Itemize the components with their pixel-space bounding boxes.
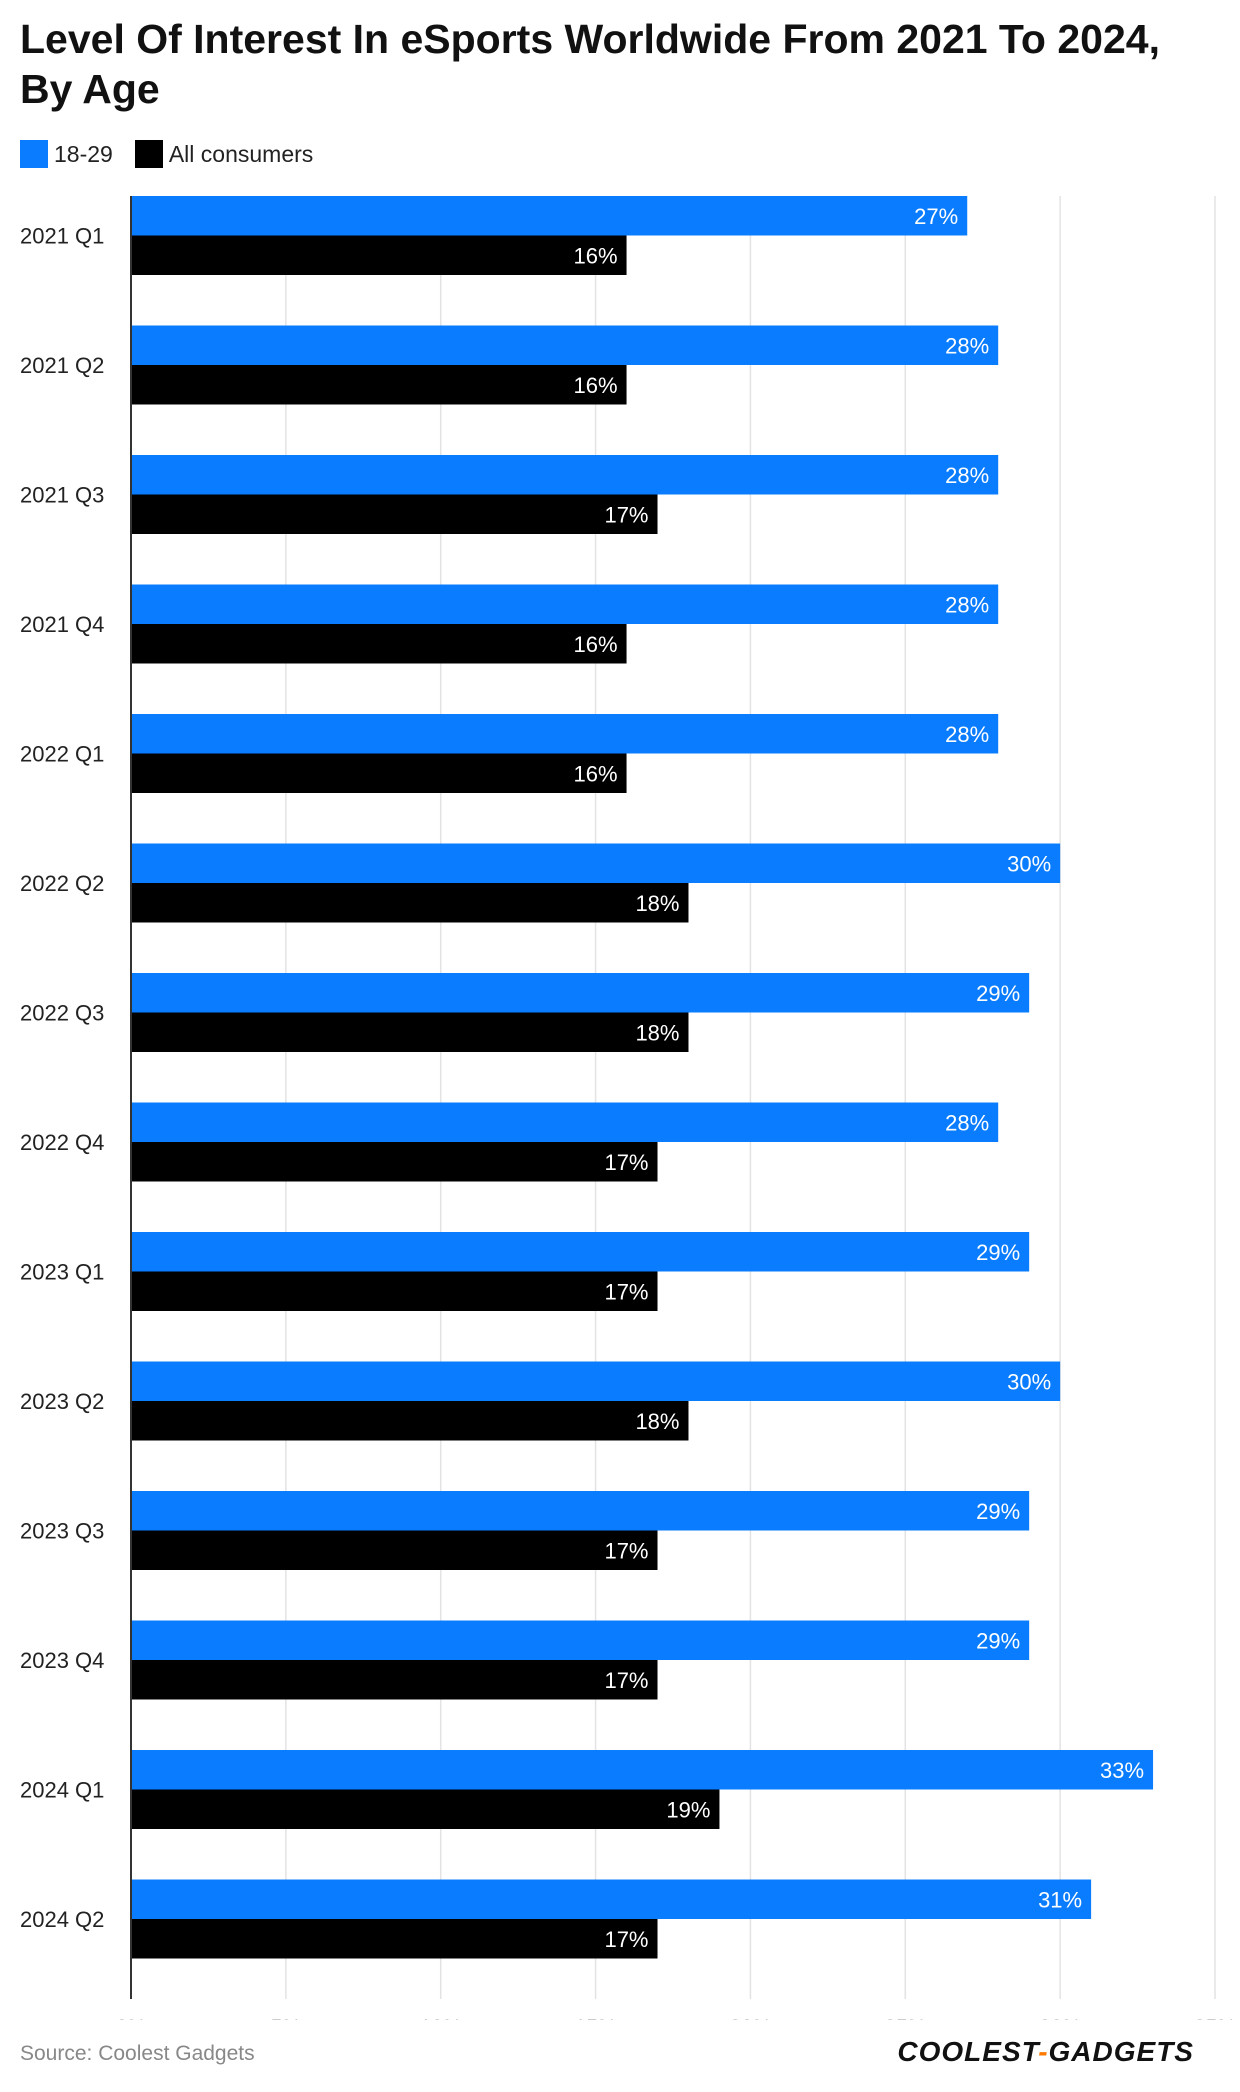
data-label: 16% [573, 632, 617, 657]
y-tick-label: 2024 Q2 [20, 1907, 104, 1932]
bar [131, 1491, 1030, 1531]
data-label: 27% [914, 204, 958, 229]
x-tick-label: 0% [116, 2016, 146, 2020]
data-label: 30% [1007, 851, 1051, 876]
data-label: 33% [1100, 1758, 1144, 1783]
bar [131, 753, 627, 793]
data-label: 29% [976, 1499, 1020, 1524]
data-label: 18% [635, 891, 679, 916]
bar [131, 1660, 658, 1700]
bar [131, 1919, 658, 1959]
bar-chart: 0% 5% 10% 15% 20% 25% 30% 35% 27% 16% 2021 Q1 28% 16… [20, 196, 1236, 2020]
bar [131, 1271, 658, 1311]
x-tick-label: 25% [884, 2016, 926, 2020]
bar [131, 1750, 1154, 1790]
y-tick-label: 2024 Q1 [20, 1778, 104, 1803]
data-label: 16% [573, 243, 617, 268]
bar [131, 1879, 1092, 1919]
data-label: 17% [604, 1150, 648, 1175]
data-label: 28% [945, 592, 989, 617]
bar [131, 1232, 1030, 1272]
brand-right: GADGETS [1048, 2036, 1194, 2067]
legend-label-18-29: 18-29 [54, 140, 113, 167]
legend-swatch-18-29 [20, 140, 48, 168]
brand-logo: COOLEST-GADGETS [897, 2036, 1194, 2068]
bar [131, 883, 689, 923]
bar [131, 325, 999, 365]
data-label: 17% [604, 1668, 648, 1693]
data-label: 28% [945, 722, 989, 747]
data-label: 28% [945, 463, 989, 488]
x-tick-label: 10% [420, 2016, 462, 2020]
bar [131, 1361, 1061, 1401]
data-label: 17% [604, 1538, 648, 1563]
bar [131, 1789, 720, 1829]
x-tick-label: 30% [1039, 2016, 1081, 2020]
source-note: Source: Coolest Gadgets [20, 2042, 255, 2065]
y-tick-label: 2022 Q2 [20, 871, 104, 896]
data-label: 19% [666, 1797, 710, 1822]
bar [131, 714, 999, 754]
legend-item-all-consumers: All consumers [134, 140, 314, 168]
data-label: 16% [573, 373, 617, 398]
bar [131, 1620, 1030, 1660]
data-label: 18% [635, 1020, 679, 1045]
data-label: 17% [604, 1279, 648, 1304]
y-tick-label: 2021 Q2 [20, 353, 104, 378]
y-tick-label: 2021 Q3 [20, 483, 104, 508]
data-label: 18% [635, 1409, 679, 1434]
bar [131, 196, 968, 236]
x-tick-label: 5% [271, 2016, 301, 2020]
bar [131, 624, 627, 664]
data-label: 28% [945, 333, 989, 358]
legend: 18-29 All consumers [20, 140, 335, 168]
y-tick-label: 2022 Q3 [20, 1001, 104, 1026]
brand-left: COOLEST [897, 2036, 1039, 2067]
x-tick-label: 20% [729, 2016, 771, 2020]
x-tick-label: 15% [575, 2016, 617, 2020]
data-label: 16% [573, 761, 617, 786]
x-tick-label: 35% [1194, 2016, 1236, 2020]
data-label: 29% [976, 1628, 1020, 1653]
y-tick-label: 2023 Q1 [20, 1260, 104, 1285]
y-tick-label: 2022 Q4 [20, 1130, 104, 1155]
bar [131, 1102, 999, 1142]
data-label: 29% [976, 981, 1020, 1006]
data-label: 29% [976, 1240, 1020, 1265]
y-tick-label: 2023 Q2 [20, 1389, 104, 1414]
y-tick-label: 2023 Q3 [20, 1519, 104, 1544]
bar [131, 584, 999, 624]
data-label: 17% [604, 1927, 648, 1952]
bar [131, 455, 999, 495]
bar [131, 365, 627, 405]
chart-title: Level Of Interest In eSports Worldwide F… [20, 16, 1160, 112]
bar [131, 973, 1030, 1013]
bar [131, 235, 627, 275]
bar [131, 843, 1061, 883]
y-tick-label: 2021 Q1 [20, 224, 104, 249]
data-label: 30% [1007, 1369, 1051, 1394]
data-label: 28% [945, 1110, 989, 1135]
bar [131, 1530, 658, 1570]
y-tick-label: 2022 Q1 [20, 742, 104, 767]
y-tick-label: 2023 Q4 [20, 1648, 104, 1673]
bar [131, 1012, 689, 1052]
legend-label-all-consumers: All consumers [168, 140, 314, 167]
legend-swatch-all-consumers [134, 140, 163, 168]
data-label: 17% [604, 502, 648, 527]
bar [131, 494, 658, 534]
y-tick-label: 2021 Q4 [20, 612, 104, 637]
bar [131, 1401, 689, 1441]
brand-dash: - [1038, 2036, 1049, 2067]
bar [131, 1142, 658, 1182]
legend-item-18-29: 18-29 [20, 140, 113, 168]
data-label: 31% [1038, 1887, 1082, 1912]
